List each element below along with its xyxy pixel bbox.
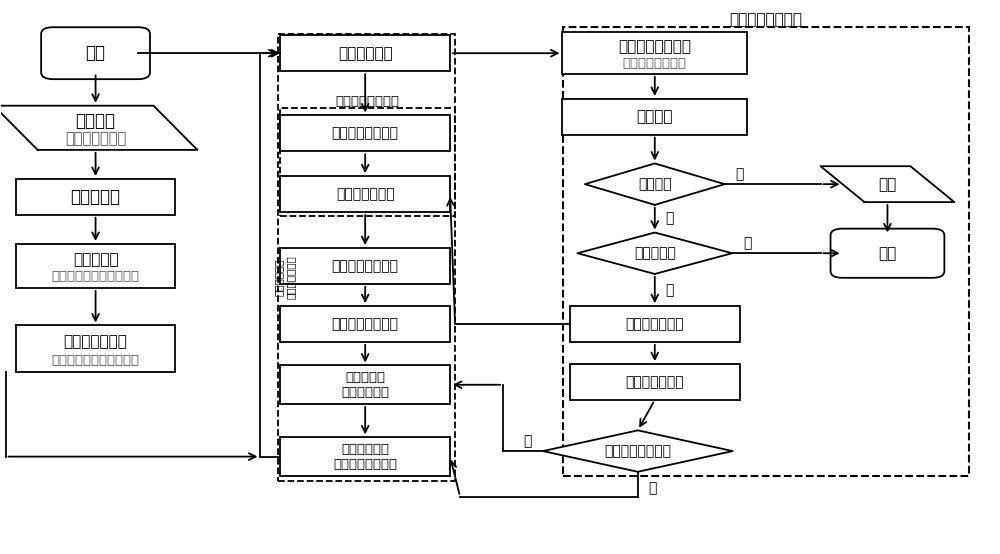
FancyBboxPatch shape xyxy=(16,325,175,372)
FancyBboxPatch shape xyxy=(280,306,450,342)
Text: 边界条件处理: 边界条件处理 xyxy=(338,45,393,61)
Polygon shape xyxy=(821,166,954,202)
FancyBboxPatch shape xyxy=(280,176,450,212)
Text: 开始: 开始 xyxy=(86,44,106,62)
Polygon shape xyxy=(577,233,732,274)
Bar xyxy=(563,27,969,476)
FancyBboxPatch shape xyxy=(570,306,740,342)
Text: 下一个迭代步: 下一个迭代步 xyxy=(273,258,283,296)
Text: 计算更粗层网格？: 计算更粗层网格？ xyxy=(604,444,671,458)
Text: （网格、条件）: （网格、条件） xyxy=(65,131,126,146)
FancyBboxPatch shape xyxy=(41,27,150,79)
FancyBboxPatch shape xyxy=(570,364,740,400)
Text: （包括强迫函数）: （包括强迫函数） xyxy=(623,57,687,70)
Text: 是: 是 xyxy=(743,237,751,250)
Text: 数据读入: 数据读入 xyxy=(76,112,116,130)
Polygon shape xyxy=(0,106,197,150)
FancyBboxPatch shape xyxy=(16,179,175,215)
Text: 增大粘性动态域: 增大粘性动态域 xyxy=(336,187,394,201)
Text: 粘性动态域内执行: 粘性动态域内执行 xyxy=(336,95,400,108)
Text: （包括细网格与粗网格）: （包括细网格与粗网格） xyxy=(52,270,140,284)
Text: 否: 否 xyxy=(666,283,674,297)
Text: 建立动态计算域: 建立动态计算域 xyxy=(64,334,128,349)
FancyBboxPatch shape xyxy=(562,33,747,74)
Text: 是: 是 xyxy=(666,212,674,225)
Text: 对流动态域内执行: 对流动态域内执行 xyxy=(730,12,803,27)
Polygon shape xyxy=(543,430,733,472)
Text: 输出: 输出 xyxy=(878,177,897,192)
Text: 更新粗网格动态域: 更新粗网格动态域 xyxy=(332,259,399,273)
FancyBboxPatch shape xyxy=(280,248,450,284)
Text: 时间积分: 时间积分 xyxy=(637,109,673,124)
FancyBboxPatch shape xyxy=(280,35,450,71)
Text: 流场初始化: 流场初始化 xyxy=(73,252,118,267)
Text: 增大对流动态域: 增大对流动态域 xyxy=(625,317,684,331)
Text: 估计残差的无粘项: 估计残差的无粘项 xyxy=(618,39,691,54)
Text: 是: 是 xyxy=(524,434,532,448)
Text: 估计残差的粘性项: 估计残差的粘性项 xyxy=(332,126,399,140)
Text: 缩小动态计算域: 缩小动态计算域 xyxy=(625,375,684,389)
Text: 计算完成？: 计算完成？ xyxy=(634,246,676,260)
Text: （包括细网格与粗网格）: （包括细网格与粗网格） xyxy=(52,354,140,367)
FancyBboxPatch shape xyxy=(280,115,450,151)
Text: 否: 否 xyxy=(649,481,657,495)
Polygon shape xyxy=(585,163,725,205)
Text: 细网格？: 细网格？ xyxy=(638,177,672,191)
FancyBboxPatch shape xyxy=(16,244,175,288)
FancyBboxPatch shape xyxy=(280,437,450,476)
Text: 守恒量插值
至更粗层网格: 守恒量插值 至更粗层网格 xyxy=(341,371,389,399)
Text: 生成粗网格: 生成粗网格 xyxy=(71,188,121,206)
Text: 守恒量修正量
插值回更细层网格: 守恒量修正量 插值回更细层网格 xyxy=(333,443,397,470)
Text: 重新分配存储空间: 重新分配存储空间 xyxy=(332,317,399,331)
Text: 结束: 结束 xyxy=(878,246,897,261)
Text: 否: 否 xyxy=(735,167,744,181)
FancyBboxPatch shape xyxy=(562,99,747,135)
Bar xyxy=(278,34,455,481)
Bar xyxy=(280,109,455,216)
Text: 试其它网格跳数: 试其它网格跳数 xyxy=(285,255,295,299)
FancyBboxPatch shape xyxy=(280,366,450,404)
FancyBboxPatch shape xyxy=(831,229,944,278)
